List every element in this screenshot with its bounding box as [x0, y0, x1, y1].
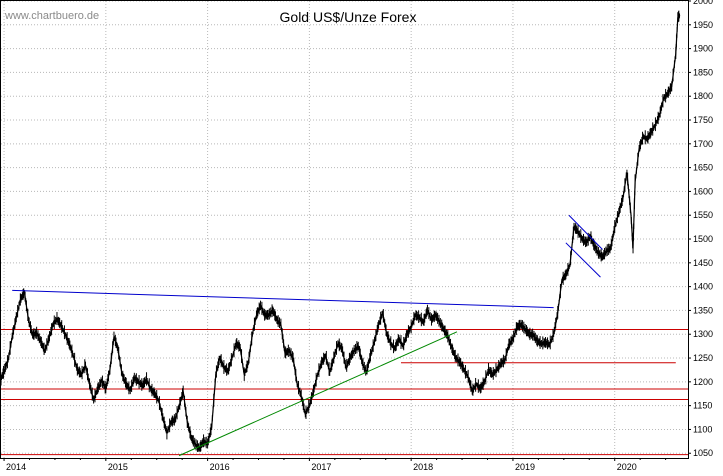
y-tick-label: 1950 [693, 20, 713, 30]
trendline [12, 289, 554, 309]
y-tick-label: 1900 [693, 44, 713, 54]
price-series-layer [0, 10, 681, 453]
y-tick-label: 1100 [693, 424, 712, 434]
x-tick-label: 2017 [311, 462, 331, 472]
y-tick-label: 1700 [693, 139, 713, 149]
y-tick-label: 1300 [693, 329, 713, 339]
trendline [178, 331, 458, 457]
y-tick-label: 1550 [693, 210, 713, 220]
x-axis: 2014 2015 2016 2017 2018 2019 2020 [3, 458, 667, 472]
y-tick-label: 1750 [693, 115, 713, 125]
y-tick-label: 1650 [693, 163, 713, 173]
y-tick-label: 2000 [693, 0, 713, 6]
y-tick-label: 1500 [693, 234, 713, 244]
trendline [565, 242, 601, 278]
horizontal-lines-layer [1, 328, 688, 456]
x-tick-label: 2016 [210, 462, 230, 472]
trendline [568, 214, 603, 250]
y-tick-label: 1800 [693, 91, 713, 101]
y-tick-label: 1450 [693, 258, 713, 268]
x-tick-label: 2019 [515, 462, 535, 472]
y-tick-label: 1250 [693, 353, 713, 363]
watermark: www.chartbuero.de [4, 10, 99, 22]
x-tick-label: 2018 [413, 462, 433, 472]
trendlines-layer [12, 214, 603, 457]
y-tick-label: 1850 [693, 67, 713, 77]
y-tick-label: 1050 [693, 448, 713, 458]
y-tick-label: 1150 [693, 401, 712, 411]
chart-title: Gold US$/Unze Forex [280, 9, 417, 25]
x-tick-label: 2014 [6, 462, 26, 472]
y-tick-label: 1400 [693, 282, 713, 292]
y-tick-label: 1200 [693, 377, 713, 387]
price-line [0, 14, 681, 450]
grid-layer [1, 0, 688, 458]
y-axis: 1050 1100 1150 1200 1250 1300 1350 1400 1450 1500… [688, 0, 713, 458]
y-tick-label: 1350 [693, 305, 713, 315]
y-tick-label: 1600 [693, 186, 713, 196]
plot-frame [0, 0, 689, 459]
x-tick-label: 2020 [617, 462, 637, 472]
x-tick-label: 2015 [108, 462, 128, 472]
